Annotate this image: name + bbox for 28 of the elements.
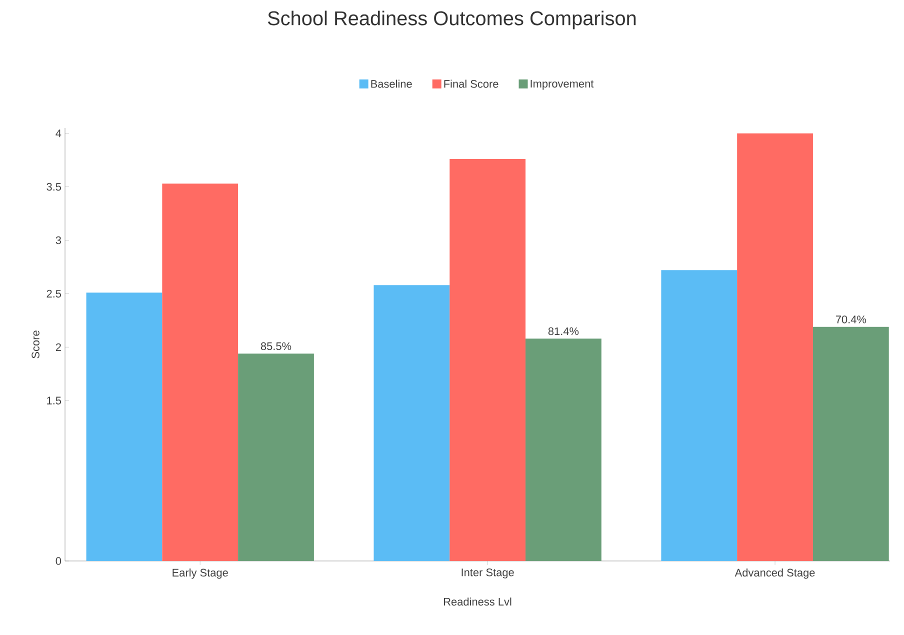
bar: [737, 133, 813, 561]
bar: [86, 292, 162, 561]
annotation: 70.4%: [836, 316, 866, 324]
bar: [450, 158, 526, 561]
y-tick-label: 2.5: [46, 290, 62, 298]
annotation: 85.5%: [260, 342, 292, 350]
y-tick-label: 0: [56, 557, 62, 565]
x-axis-title: Readiness Lvl: [444, 598, 512, 606]
bar: [162, 184, 238, 561]
legend-label: Final Score: [444, 80, 498, 88]
bar: [374, 285, 450, 561]
bar: [812, 326, 889, 561]
bar: [661, 270, 738, 561]
legend-label: Baseline: [371, 80, 412, 88]
x-tick-label: Inter Stage: [462, 568, 514, 578]
y-tick-label: 3: [56, 236, 62, 244]
bar: [238, 354, 314, 561]
x-tick-label: Early Stage: [172, 568, 228, 579]
chart-title: School Readiness Outcomes Comparison: [268, 10, 636, 30]
y-axis-title: Score: [32, 330, 40, 358]
x-tick-label: Advanced Stage: [734, 568, 815, 579]
annotation: 81.4%: [548, 327, 579, 336]
y-tick-label: 4: [56, 130, 62, 138]
y-tick-label: 1.5: [47, 396, 62, 404]
legend-label: Improvement: [530, 80, 594, 90]
bar: [526, 338, 602, 561]
y-tick-label: 3.5: [46, 182, 62, 191]
y-tick-label: 2: [56, 343, 61, 351]
